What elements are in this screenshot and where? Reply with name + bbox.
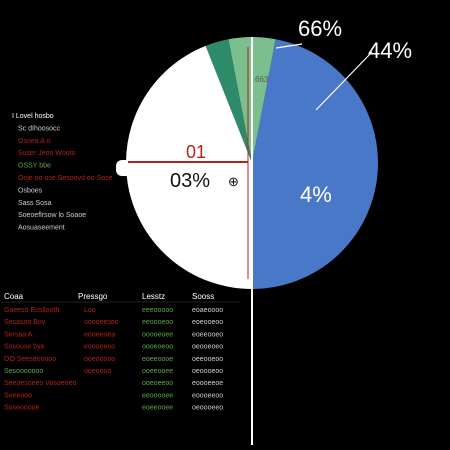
- table-cell: Seeoesoeeo Vosoeoeo: [4, 380, 77, 387]
- legend-item: Sass Sosa: [18, 200, 52, 207]
- pie-labels: 66% 44% 4% 663 01 03% ⊕: [170, 16, 412, 207]
- table-cell: eoooeeoo: [84, 344, 115, 351]
- red-marker-label: 01: [186, 142, 206, 162]
- legend-item: Suser Jeoo Wooto: [18, 150, 76, 157]
- leader-line-66: [275, 43, 303, 49]
- table-cell: oeeooeoo: [192, 356, 223, 363]
- table-cell: eooeeoea: [84, 331, 115, 338]
- table-cell: eeeooooo: [142, 307, 173, 314]
- table-cell: eoaeoooo: [192, 307, 223, 314]
- table-cell: Sesasoo Bov: [4, 319, 46, 326]
- table-cell: oeooeoeo: [192, 344, 223, 351]
- pie-slice-blue: [252, 39, 379, 289]
- leader-line-44: [315, 51, 373, 111]
- pie-chart: [116, 37, 379, 445]
- table-cell: ooeeooee: [142, 368, 173, 375]
- table-header-cell: Sooss: [192, 292, 214, 301]
- table-header-cell: Pressgo: [78, 292, 108, 301]
- legend-item: Osoea A o: [18, 138, 50, 145]
- table-cell: oooeoeoo: [142, 344, 173, 351]
- slice-small-label: 663: [255, 75, 269, 84]
- table-cell: Seeeooo: [4, 392, 32, 399]
- table-cell: oeoooeeo: [192, 405, 223, 412]
- table-cell: eoeeooee: [142, 405, 173, 412]
- slice-label-4: 4%: [300, 182, 332, 207]
- data-table: Coaa Pressgo Lesstz Sooss Gaeeso Eosllooth Lo…: [2, 292, 240, 412]
- legend: I Lovel hosbo Sc dIhoosocc Osoea A o Suser …: [12, 113, 113, 232]
- slice-label-66: 66%: [298, 16, 342, 41]
- table-cell: ooeooooo: [84, 356, 115, 363]
- slice-label-44: 44%: [368, 38, 412, 63]
- table-cell: ooooeoee: [142, 331, 173, 338]
- table-cell: Sersaa A: [4, 331, 33, 338]
- legend-item: I Lovel hosbo: [12, 113, 54, 120]
- table-cell: OO Seeseooooo: [4, 356, 56, 363]
- table-header-cell: Lesstz: [142, 292, 165, 301]
- legend-item: Aosuaseement: [18, 225, 65, 232]
- table-cell: oeoooeoo: [192, 368, 223, 375]
- table-cell: ooeoeeoo: [142, 380, 173, 387]
- table-cell: eoooeeoo: [192, 392, 223, 399]
- pie-slice-dark-green: [205, 39, 252, 163]
- table-cell: Soseooooe: [4, 405, 40, 412]
- legend-item: Ooje oo ose Sesoovd oo Sose: [18, 175, 113, 182]
- table-cell: ooeoooo: [84, 368, 111, 375]
- legend-item: Sc dIhoosocc: [18, 125, 61, 132]
- table-header-cell: Coaa: [4, 292, 24, 301]
- table-cell: Loo: [84, 307, 96, 314]
- center-icon: ⊕: [228, 174, 239, 189]
- table-cell: eeoooeoo: [142, 319, 173, 326]
- pie-slice-white: [125, 45, 252, 290]
- table-cell: eoooeeoe: [192, 380, 223, 387]
- table-cell: Gaeeso Eosllooth: [4, 307, 59, 314]
- table-cell: eoeeoooe: [142, 356, 173, 363]
- legend-item: Soeoeflrsow lo Soaoe: [18, 212, 86, 219]
- table-cell: ooooeesoo: [84, 319, 119, 326]
- legend-item: Osboes: [18, 187, 43, 194]
- table-cell: eoeooeoo: [192, 319, 223, 326]
- table-cell: eeooooee: [142, 392, 173, 399]
- center-value-text: 03%: [170, 170, 210, 192]
- legend-item: OSSY bbe: [18, 163, 51, 170]
- table-cell: Sosouse bye: [4, 344, 45, 351]
- table-cell: eoeeooeo: [192, 331, 223, 338]
- table-cell: Sesooooooo: [4, 368, 43, 375]
